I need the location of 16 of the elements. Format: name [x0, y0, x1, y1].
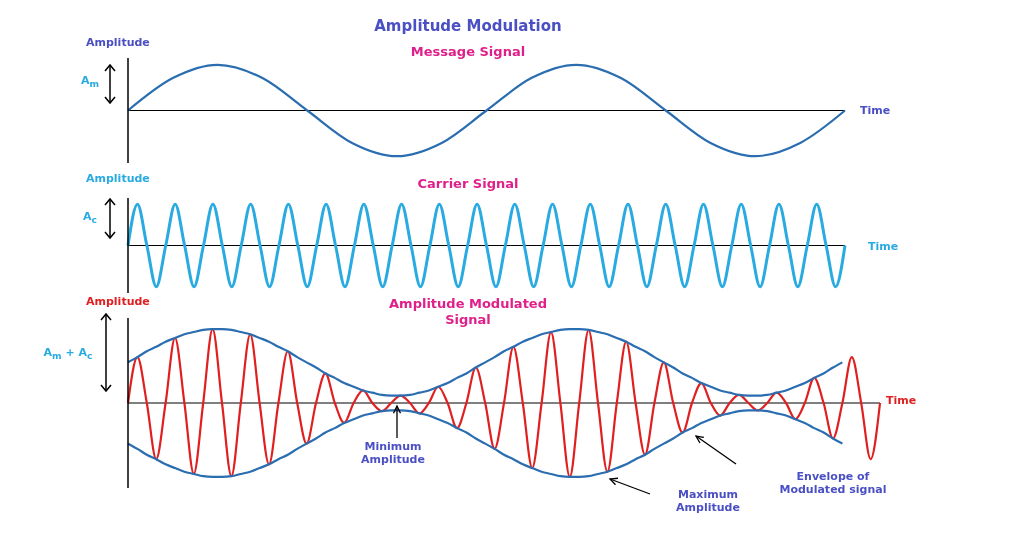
- text: Maximum Amplitude: [676, 488, 740, 514]
- annotation: Envelope of Modulated signal: [779, 470, 887, 496]
- x-axis-title: Time: [860, 104, 891, 117]
- x-axis-title: Time: [868, 240, 899, 253]
- text: A$_{c}$: [83, 210, 97, 226]
- x-axis-title: Time: [886, 394, 917, 407]
- chart-title: Amplitude Modulation: [373, 17, 563, 35]
- chart-subtitle: Message Signal: [409, 44, 527, 59]
- y-axis-title: Amplitude: [86, 36, 150, 49]
- chart-title: Carrier Signal: [416, 176, 520, 192]
- y-axis-title: Amplitude: [86, 295, 150, 308]
- text: A$_{m}$: [80, 74, 100, 90]
- chart-title: Amplitude Modulated Signal: [388, 296, 548, 328]
- text: A$_{m}$ + A$_{c}$: [43, 346, 93, 362]
- annotation: Minimum Amplitude: [361, 440, 425, 466]
- y-axis-title: Amplitude: [86, 172, 150, 185]
